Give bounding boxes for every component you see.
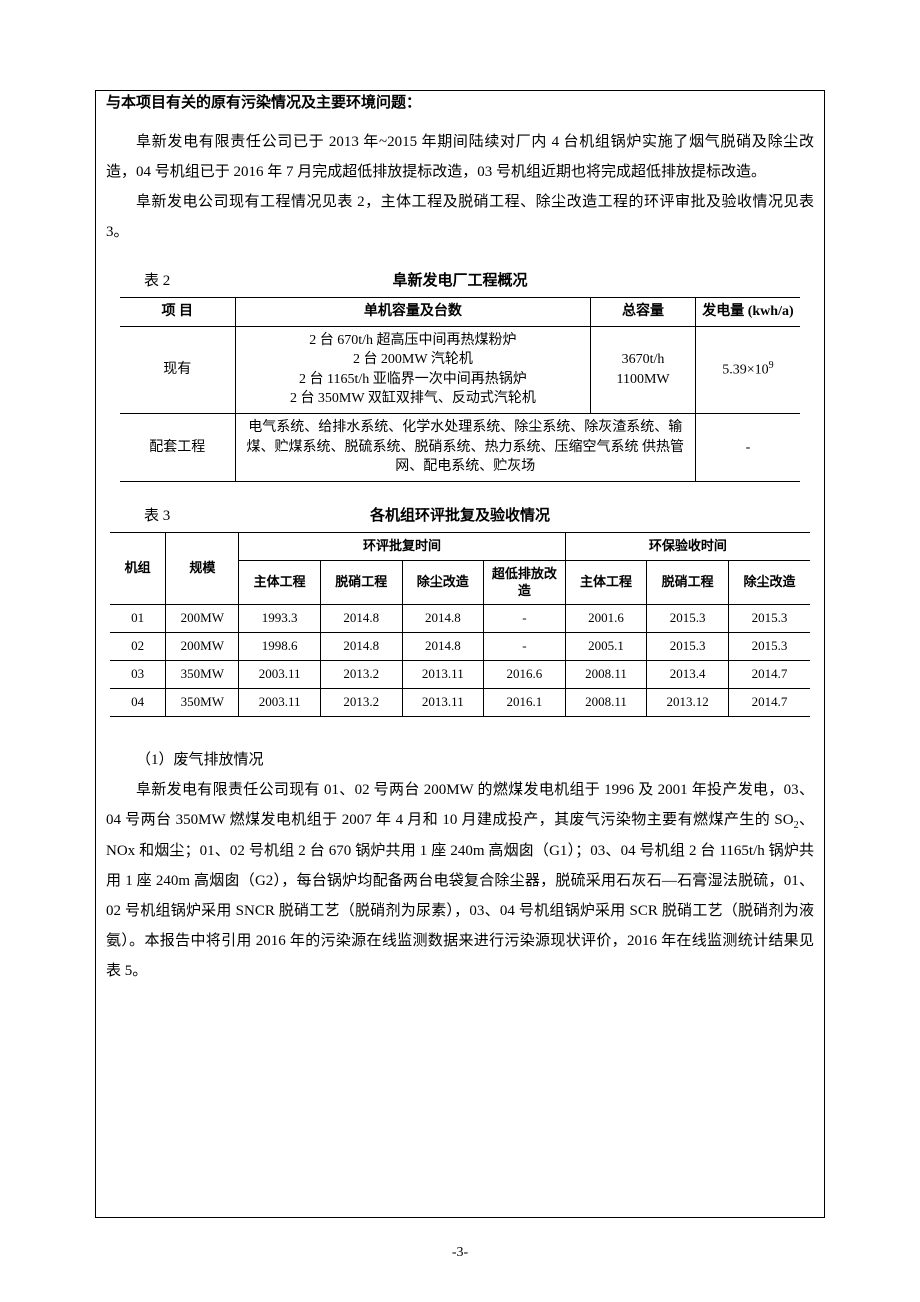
t3r1c1: 200MW: [166, 633, 239, 661]
t3sh-g1-1: 脱硝工程: [320, 560, 402, 605]
para3-part-a: 阜新发电有限责任公司现有 01、02 号两台 200MW 的燃煤发电机组于 19…: [106, 782, 814, 828]
table2-header-row: 项 目 单机容量及台数 总容量 发电量 (kwh/a): [120, 298, 800, 327]
para3-part-b: 、NOx 和烟尘；01、02 号机组 2 台 670 锅炉共用 1 座 240m…: [106, 812, 814, 979]
t3r2c4: 2013.11: [402, 661, 484, 689]
table3-row-0: 01 200MW 1993.3 2014.8 2014.8 - 2001.6 2…: [110, 605, 810, 633]
t3r2c8: 2014.7: [728, 661, 810, 689]
t3r0c7: 2015.3: [647, 605, 729, 633]
t3h-g2: 环保验收时间: [565, 532, 810, 560]
paragraph-3: 阜新发电有限责任公司现有 01、02 号两台 200MW 的燃煤发电机组于 19…: [106, 775, 814, 986]
t3r1c5: -: [484, 633, 566, 661]
t3sh-g1-0: 主体工程: [239, 560, 321, 605]
subsection-heading: （1）废气排放情况: [136, 745, 814, 775]
t3sh-g2-0: 主体工程: [565, 560, 647, 605]
t2r1c2-l3: 2 台 1165t/h 亚临界一次中间再热锅炉: [242, 370, 585, 390]
t2r2c1: 配套工程: [120, 413, 235, 481]
t2r1c2-l4: 2 台 350MW 双缸双排气、反动式汽轮机: [242, 389, 585, 409]
table2-h2: 单机容量及台数: [235, 298, 591, 327]
page-number: -3-: [0, 1242, 920, 1264]
table2-caption: 表 2 阜新发电厂工程概况: [106, 269, 814, 293]
t3r2c0: 03: [110, 661, 166, 689]
t3sh-g2-1: 脱硝工程: [647, 560, 729, 605]
t3r0c2: 1993.3: [239, 605, 321, 633]
t3sh-g1-2: 除尘改造: [402, 560, 484, 605]
paragraph-2: 阜新发电公司现有工程情况见表 2，主体工程及脱硝工程、除尘改造工程的环评审批及验…: [106, 187, 814, 247]
table3-caption: 表 3 各机组环评批复及验收情况: [106, 504, 814, 528]
t3r0c8: 2015.3: [728, 605, 810, 633]
table3-row-3: 04 350MW 2003.11 2013.2 2013.11 2016.1 2…: [110, 689, 810, 717]
t3sh-g1-3: 超低排放改造: [484, 560, 566, 605]
table2-h3: 总容量: [591, 298, 696, 327]
t3h-scale: 规模: [166, 532, 239, 605]
table2-title: 阜新发电厂工程概况: [106, 269, 814, 293]
content-frame: 与本项目有关的原有污染情况及主要环境问题： 阜新发电有限责任公司已于 2013 …: [95, 90, 825, 1218]
t2r2c4: -: [695, 413, 800, 481]
t2r1c2-l2: 2 台 200MW 汽轮机: [242, 350, 585, 370]
t3r2c6: 2008.11: [565, 661, 647, 689]
paragraph-1: 阜新发电有限责任公司已于 2013 年~2015 年期间陆续对厂内 4 台机组锅…: [106, 127, 814, 187]
table2-h4: 发电量 (kwh/a): [695, 298, 800, 327]
table3-header-row1: 机组 规模 环评批复时间 环保验收时间: [110, 532, 810, 560]
t2r1c2: 2 台 670t/h 超高压中间再热煤粉炉 2 台 200MW 汽轮机 2 台 …: [235, 326, 591, 413]
table3-title: 各机组环评批复及验收情况: [106, 504, 814, 528]
table3-row-1: 02 200MW 1998.6 2014.8 2014.8 - 2005.1 2…: [110, 633, 810, 661]
table2-h1: 项 目: [120, 298, 235, 327]
t2r1c3-l2: 1100MW: [597, 370, 689, 390]
t2r1c4: 5.39×109: [695, 326, 800, 413]
paragraph-2-text: 阜新发电公司现有工程情况见表 2，主体工程及脱硝工程、除尘改造工程的环评审批及验…: [106, 194, 814, 240]
t3r3c5: 2016.1: [484, 689, 566, 717]
table2-row2: 配套工程 电气系统、给排水系统、化学水处理系统、除尘系统、除灰渣系统、输煤、贮煤…: [120, 413, 800, 481]
t3r1c8: 2015.3: [728, 633, 810, 661]
t2r1c3: 3670t/h 1100MW: [591, 326, 696, 413]
t3r3c3: 2013.2: [320, 689, 402, 717]
t3r3c1: 350MW: [166, 689, 239, 717]
t3r2c7: 2013.4: [647, 661, 729, 689]
t3r0c5: -: [484, 605, 566, 633]
t3r3c8: 2014.7: [728, 689, 810, 717]
t3r0c1: 200MW: [166, 605, 239, 633]
table3-row-2: 03 350MW 2003.11 2013.2 2013.11 2016.6 2…: [110, 661, 810, 689]
t3r3c2: 2003.11: [239, 689, 321, 717]
t3r1c0: 02: [110, 633, 166, 661]
table2-row1: 现有 2 台 670t/h 超高压中间再热煤粉炉 2 台 200MW 汽轮机 2…: [120, 326, 800, 413]
table2: 项 目 单机容量及台数 总容量 发电量 (kwh/a) 现有 2 台 670t/…: [120, 297, 800, 482]
t3r0c6: 2001.6: [565, 605, 647, 633]
t3r2c5: 2016.6: [484, 661, 566, 689]
t3r2c2: 2003.11: [239, 661, 321, 689]
table3: 机组 规模 环评批复时间 环保验收时间 主体工程 脱硝工程 除尘改造 超低排放改…: [110, 532, 810, 717]
t3r3c6: 2008.11: [565, 689, 647, 717]
t2r1c4-exp: 9: [769, 360, 774, 371]
t3r1c6: 2005.1: [565, 633, 647, 661]
t3r3c4: 2013.11: [402, 689, 484, 717]
t3h-unit: 机组: [110, 532, 166, 605]
section-heading: 与本项目有关的原有污染情况及主要环境问题：: [106, 91, 814, 115]
t3r2c3: 2013.2: [320, 661, 402, 689]
t2r1c3-l1: 3670t/h: [597, 350, 689, 370]
t3r0c0: 01: [110, 605, 166, 633]
t2r1c1: 现有: [120, 326, 235, 413]
t2r1c4-base: 5.39×10: [722, 363, 768, 378]
t3sh-g2-2: 除尘改造: [728, 560, 810, 605]
t3r0c3: 2014.8: [320, 605, 402, 633]
t3r1c7: 2015.3: [647, 633, 729, 661]
t3r2c1: 350MW: [166, 661, 239, 689]
t2r2c2: 电气系统、给排水系统、化学水处理系统、除尘系统、除灰渣系统、输煤、贮煤系统、脱硫…: [235, 413, 695, 481]
t3h-g1: 环评批复时间: [239, 532, 565, 560]
t3r3c7: 2013.12: [647, 689, 729, 717]
t3r1c4: 2014.8: [402, 633, 484, 661]
t2r1c2-l1: 2 台 670t/h 超高压中间再热煤粉炉: [242, 331, 585, 351]
t3r3c0: 04: [110, 689, 166, 717]
t3r1c2: 1998.6: [239, 633, 321, 661]
t3r1c3: 2014.8: [320, 633, 402, 661]
t3r0c4: 2014.8: [402, 605, 484, 633]
